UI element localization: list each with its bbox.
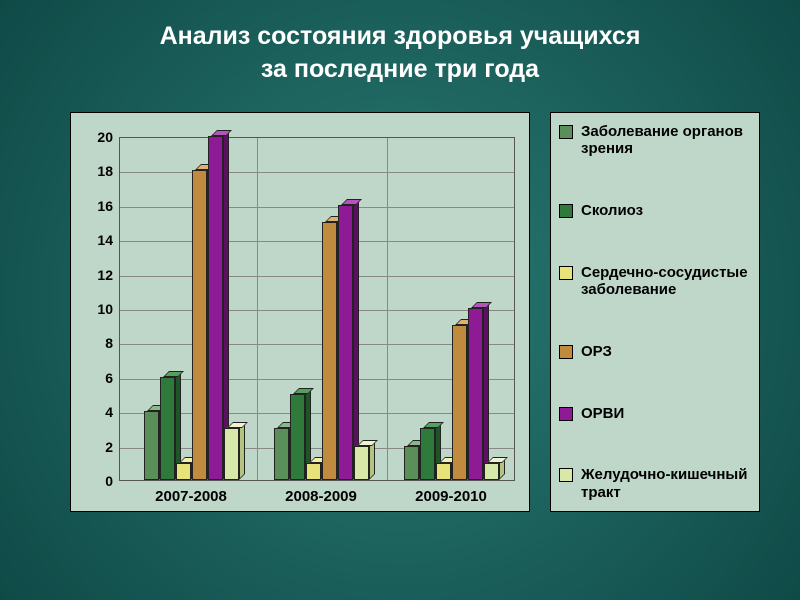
bar-front	[176, 463, 191, 480]
bar-front	[322, 222, 337, 480]
bar-front	[274, 428, 289, 480]
bar-front	[290, 394, 305, 480]
bar	[144, 411, 159, 480]
bar	[322, 222, 337, 480]
legend-label: Заболевание органов зрения	[581, 123, 751, 158]
bar-front	[192, 170, 207, 480]
bar	[306, 463, 321, 480]
bar-front	[160, 377, 175, 480]
bar-front	[224, 428, 239, 480]
bar-front	[452, 325, 467, 480]
bar-side	[483, 302, 489, 480]
y-tick-label: 4	[77, 404, 113, 420]
legend-item: Желудочно-кишечный тракт	[559, 466, 751, 501]
legend-item: Заболевание органов зрения	[559, 123, 751, 158]
bar	[436, 463, 451, 480]
y-tick-label: 8	[77, 335, 113, 351]
legend-label: Желудочно-кишечный тракт	[581, 466, 751, 501]
legend-label: ОРЗ	[581, 343, 612, 360]
bar	[338, 205, 353, 480]
gridline-h	[120, 172, 514, 173]
y-tick-label: 12	[77, 267, 113, 283]
y-tick-label: 18	[77, 163, 113, 179]
bar	[192, 170, 207, 480]
chart-plot: 0 2 4 6 8 10 12 14 16 18 20 2007-2008 2008-2009 2009-…	[70, 112, 530, 512]
legend-swatch	[559, 266, 573, 280]
legend-swatch	[559, 468, 573, 482]
gridline-v	[257, 138, 258, 480]
gridline-h	[120, 310, 514, 311]
legend-swatch	[559, 345, 573, 359]
y-tick-label: 14	[77, 232, 113, 248]
bar-front	[306, 463, 321, 480]
bar-side	[239, 422, 245, 480]
x-tick-label: 2007-2008	[155, 488, 227, 505]
plot-area	[119, 137, 515, 481]
slide-title: Анализ состояния здоровья учащихся за по…	[0, 0, 800, 85]
bar	[420, 428, 435, 480]
legend-item: ОРЗ	[559, 343, 751, 360]
bar	[452, 325, 467, 480]
bar	[404, 446, 419, 480]
bar	[274, 428, 289, 480]
bar-front	[404, 446, 419, 480]
bar	[224, 428, 239, 480]
chart-container: 0 2 4 6 8 10 12 14 16 18 20 2007-2008 2008-2009 2009-…	[70, 112, 760, 512]
x-tick-label: 2009-2010	[415, 488, 487, 505]
gridline-h	[120, 241, 514, 242]
gridline-h	[120, 207, 514, 208]
gridline-h	[120, 276, 514, 277]
bar-front	[468, 308, 483, 480]
slide: Анализ состояния здоровья учащихся за по…	[0, 0, 800, 600]
y-tick-label: 0	[77, 473, 113, 489]
bar	[354, 446, 369, 480]
gridline-v	[387, 138, 388, 480]
bar-front	[208, 136, 223, 480]
bar-front	[338, 205, 353, 480]
legend-label: Сердечно-сосудистые заболевание	[581, 264, 751, 299]
bar-front	[354, 446, 369, 480]
y-tick-label: 16	[77, 198, 113, 214]
legend-swatch	[559, 407, 573, 421]
y-tick-label: 20	[77, 129, 113, 145]
bar	[290, 394, 305, 480]
bar	[176, 463, 191, 480]
y-tick-label: 2	[77, 439, 113, 455]
x-tick-label: 2008-2009	[285, 488, 357, 505]
legend-label: Сколиоз	[581, 202, 643, 219]
bar	[484, 463, 499, 480]
legend: Заболевание органов зрения Сколиоз Сердечн…	[550, 112, 760, 512]
bar-side	[353, 199, 359, 480]
title-line-2: за последние три года	[261, 55, 539, 83]
legend-item: Сердечно-сосудистые заболевание	[559, 264, 751, 299]
legend-swatch	[559, 204, 573, 218]
legend-swatch	[559, 125, 573, 139]
legend-item: Сколиоз	[559, 202, 751, 219]
y-tick-label: 6	[77, 370, 113, 386]
title-line-1: Анализ состояния здоровья учащихся	[160, 22, 641, 50]
bar-front	[144, 411, 159, 480]
bar	[208, 136, 223, 480]
legend-item: ОРВИ	[559, 405, 751, 422]
legend-label: ОРВИ	[581, 405, 624, 422]
y-tick-label: 10	[77, 301, 113, 317]
bar-front	[484, 463, 499, 480]
bar	[160, 377, 175, 480]
bar-front	[420, 428, 435, 480]
bar-front	[436, 463, 451, 480]
bar	[468, 308, 483, 480]
